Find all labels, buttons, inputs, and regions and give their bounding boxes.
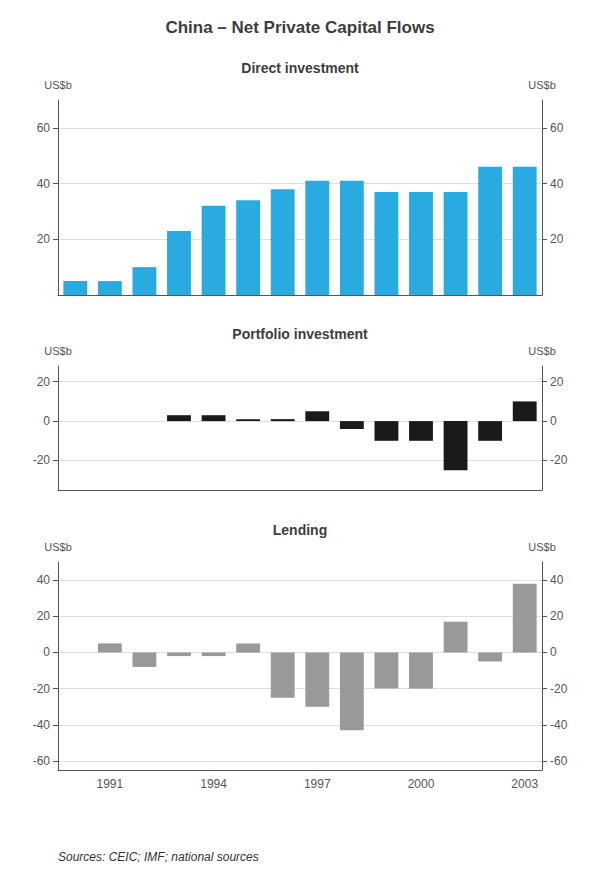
svg-text:Lending: Lending [273,522,327,538]
svg-text:40: 40 [550,573,564,587]
svg-text:1997: 1997 [304,777,331,791]
svg-text:20: 20 [550,375,564,389]
svg-text:0: 0 [43,414,50,428]
svg-text:US$b: US$b [44,79,72,91]
svg-text:20: 20 [550,232,564,246]
svg-text:2003: 2003 [511,777,538,791]
svg-text:20: 20 [37,375,51,389]
svg-text:60: 60 [550,121,564,135]
svg-text:-20: -20 [550,453,568,467]
svg-text:US$b: US$b [44,345,72,357]
svg-text:0: 0 [550,414,557,428]
svg-text:40: 40 [37,573,51,587]
svg-text:US$b: US$b [528,345,556,357]
svg-text:-20: -20 [33,453,51,467]
svg-text:-40: -40 [33,718,51,732]
svg-text:US$b: US$b [528,79,556,91]
svg-text:2000: 2000 [408,777,435,791]
svg-text:-60: -60 [550,754,568,768]
svg-text:1991: 1991 [97,777,124,791]
svg-text:20: 20 [37,232,51,246]
svg-text:40: 40 [37,177,51,191]
svg-text:Direct investment: Direct investment [241,60,359,76]
svg-text:US$b: US$b [44,541,72,553]
svg-text:40: 40 [550,177,564,191]
svg-text:0: 0 [550,645,557,659]
svg-text:US$b: US$b [528,541,556,553]
svg-text:20: 20 [37,609,51,623]
svg-text:China – Net Private Capital Fl: China – Net Private Capital Flows [165,18,434,37]
svg-text:-20: -20 [550,682,568,696]
svg-text:Portfolio investment: Portfolio investment [232,326,368,342]
svg-text:-20: -20 [33,682,51,696]
svg-text:-40: -40 [550,718,568,732]
svg-text:1994: 1994 [200,777,227,791]
svg-text:Sources: CEIC; IMF; national s: Sources: CEIC; IMF; national sources [58,850,259,864]
svg-text:0: 0 [43,645,50,659]
svg-text:60: 60 [37,121,51,135]
svg-text:20: 20 [550,609,564,623]
svg-text:-60: -60 [33,754,51,768]
